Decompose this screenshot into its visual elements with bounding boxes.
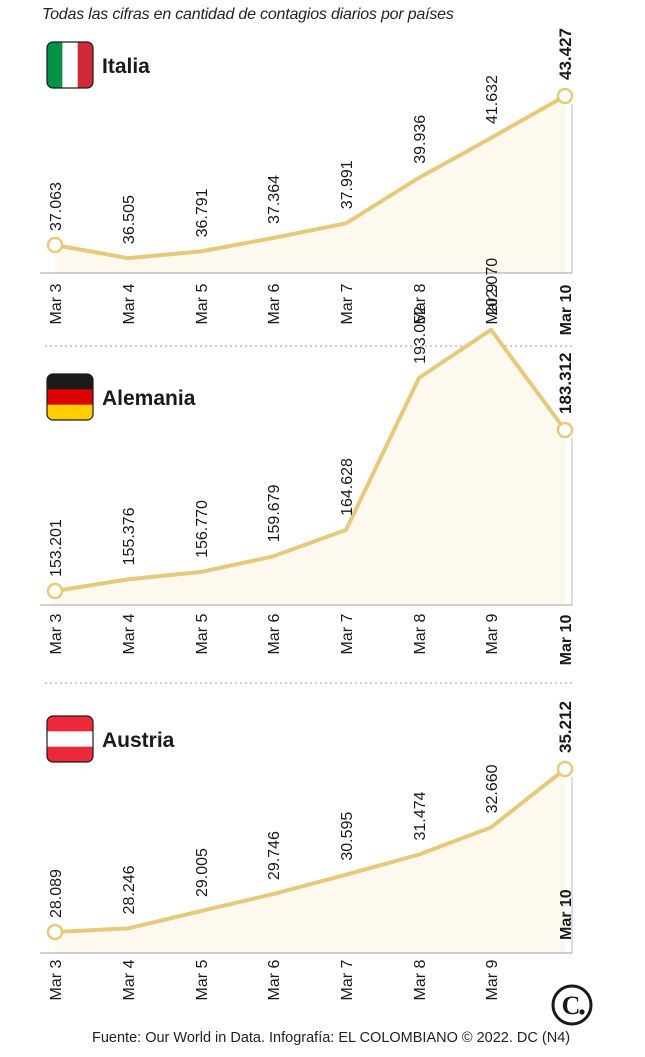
value-label: 37.364 (266, 175, 283, 224)
value-label: 32.660 (484, 764, 501, 813)
flag-stripe (47, 374, 93, 390)
flag-stripe (47, 42, 63, 88)
data-point (556, 87, 574, 105)
flag-stripes (47, 42, 93, 88)
x-tick-label: Mar 6 (266, 613, 283, 654)
value-label: 183.312 (556, 353, 575, 414)
value-label: 164.628 (339, 458, 356, 516)
data-point (556, 421, 574, 439)
x-tick-label: Mar 10 (558, 615, 575, 666)
value-label: 43.427 (556, 28, 575, 80)
flag-stripes (47, 716, 93, 762)
x-tick-label: Mar 4 (121, 613, 138, 654)
value-label: 36.505 (121, 195, 138, 244)
value-label: 153.201 (48, 519, 65, 577)
chart-subtitle: Todas las cifras en cantidad de contagio… (42, 6, 454, 23)
value-label: 193.052 (412, 306, 429, 364)
x-tick-label: Mar 5 (194, 283, 211, 324)
flag-border (46, 41, 94, 89)
x-tick-label: Mar 10 (558, 285, 575, 336)
country-title: Austria (102, 729, 175, 752)
value-label: 41.632 (484, 75, 501, 124)
value-label: 36.791 (194, 188, 211, 237)
series-line (53, 767, 567, 934)
country-title: Alemania (102, 387, 196, 410)
value-label: 159.679 (266, 484, 283, 542)
series-line (53, 327, 567, 593)
source-note: Fuente: Our World in Data. Infografía: E… (92, 1030, 571, 1046)
flag-stripe (47, 389, 93, 406)
value-label: 156.770 (194, 500, 211, 558)
x-tick-label: Mar 5 (194, 959, 211, 1000)
data-point (556, 760, 574, 778)
x-tick-label: Mar 7 (339, 283, 356, 324)
flag-border (46, 373, 94, 421)
flag-border (46, 715, 94, 763)
flag-stripe (47, 731, 93, 748)
flag-stripes (47, 374, 93, 420)
area-fill (55, 769, 565, 953)
series-line (53, 94, 567, 261)
x-tick-label: Mar 9 (484, 283, 501, 324)
area-fill (55, 329, 565, 605)
x-tick-label: Mar 7 (339, 959, 356, 1000)
flag-icon (46, 715, 94, 763)
panel-austria: 28.089 28.246 29.005 29.746 30.595 31.474 32.6… (40, 701, 575, 1000)
value-label: 28.089 (48, 869, 65, 918)
flag-stripe (47, 746, 93, 762)
data-point (46, 236, 64, 254)
x-tick-label: Mar 3 (48, 283, 65, 324)
country-title: Italia (102, 55, 150, 78)
flag-stripe (77, 42, 93, 88)
x-tick-label: Mar 7 (339, 613, 356, 654)
x-tick-label: Mar 4 (121, 283, 138, 324)
value-label: 29.005 (194, 848, 211, 897)
data-point (46, 923, 64, 941)
x-tick-label: Mar 8 (412, 959, 429, 1000)
x-tick-label: Mar 3 (48, 959, 65, 1000)
value-label: 30.595 (339, 812, 356, 861)
x-tick-label: Mar 6 (266, 283, 283, 324)
value-label: 35.212 (556, 701, 575, 753)
value-label: 29.746 (266, 831, 283, 880)
flag-icon (46, 373, 94, 421)
data-point (46, 582, 64, 600)
flag-stripe (47, 716, 93, 732)
panel-italia: 37.063 36.505 36.791 37.364 37.991 39.936 41.6… (40, 28, 575, 335)
x-tick-label: Mar 10 (558, 889, 575, 940)
x-tick-label: Mar 8 (412, 283, 429, 324)
value-label: 155.376 (121, 507, 138, 565)
value-label: 202.070 (484, 258, 501, 316)
x-tick-label: Mar 6 (266, 959, 283, 1000)
value-label: 37.991 (339, 160, 356, 209)
flag-icon (46, 41, 94, 89)
x-tick-label: Mar 3 (48, 613, 65, 654)
flag-stripe (62, 42, 79, 88)
logo-text: C (562, 991, 581, 1020)
x-tick-label: Mar 4 (121, 959, 138, 1000)
flag-stripe (47, 404, 93, 420)
x-tick-label: Mar 9 (484, 959, 501, 1000)
value-label: 31.474 (412, 791, 429, 840)
x-tick-label: Mar 9 (484, 613, 501, 654)
value-label: 39.936 (412, 115, 429, 164)
area-fill (55, 96, 565, 273)
x-tick-label: Mar 8 (412, 613, 429, 654)
value-label: 37.063 (48, 182, 65, 231)
value-label: 28.246 (121, 865, 138, 914)
el-colombiano-logo: C (551, 984, 593, 1026)
panel-alemania: 153.201 155.376 156.770 159.679 164.628 193.0… (40, 258, 575, 666)
x-tick-label: Mar 5 (194, 613, 211, 654)
